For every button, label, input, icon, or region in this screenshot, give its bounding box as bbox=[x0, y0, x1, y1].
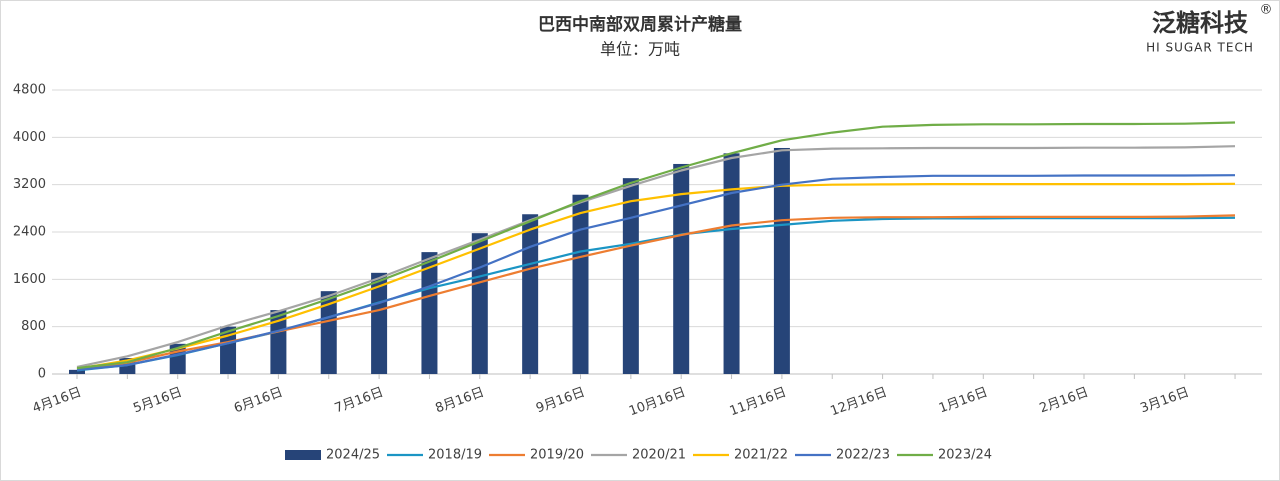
legend-label: 2018/19 bbox=[428, 448, 482, 463]
line bbox=[76, 182, 1236, 370]
logo-name: 泛糖科技 bbox=[1152, 9, 1249, 37]
legend-label: 2021/22 bbox=[734, 448, 788, 463]
bar bbox=[270, 310, 287, 374]
line bbox=[76, 121, 1236, 370]
legend-label: 2019/20 bbox=[530, 448, 584, 463]
bar bbox=[371, 272, 388, 374]
legend-label: 2020/21 bbox=[632, 448, 686, 463]
bar bbox=[421, 252, 438, 374]
y-tick-label: 0 bbox=[38, 367, 46, 382]
line bbox=[76, 145, 1236, 368]
bar bbox=[522, 214, 539, 374]
bar bbox=[673, 163, 690, 374]
bar bbox=[622, 178, 639, 374]
legend-label: 2023/24 bbox=[938, 448, 992, 463]
legend-swatch bbox=[285, 450, 321, 460]
legend-label: 2022/23 bbox=[836, 448, 890, 463]
y-tick-label: 2400 bbox=[13, 225, 46, 240]
bar bbox=[723, 153, 740, 374]
y-tick-label: 3200 bbox=[13, 177, 46, 192]
logo-mark: ® bbox=[1260, 3, 1273, 18]
bar bbox=[220, 326, 237, 374]
chart-title: 巴西中南部双周累计产糖量 bbox=[538, 14, 742, 35]
chart-subtitle: 单位：万吨 bbox=[600, 40, 680, 59]
y-tick-label: 1600 bbox=[13, 272, 46, 287]
y-tick-label: 4800 bbox=[13, 83, 46, 98]
bar bbox=[320, 291, 337, 374]
logo-tagline: HI SUGAR TECH bbox=[1146, 41, 1254, 55]
bar bbox=[773, 147, 790, 374]
bar bbox=[471, 233, 488, 374]
legend-label: 2024/25 bbox=[326, 448, 380, 463]
y-tick-label: 4000 bbox=[13, 130, 46, 145]
bar bbox=[572, 194, 589, 374]
y-tick-label: 800 bbox=[21, 319, 46, 334]
line bbox=[76, 174, 1236, 371]
bar bbox=[69, 369, 85, 374]
